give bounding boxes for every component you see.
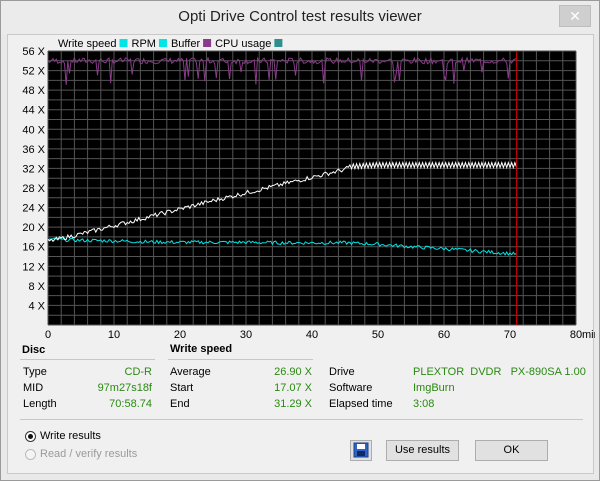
legend-swatch <box>274 39 283 47</box>
x-tick-label: 0 <box>45 329 51 340</box>
write-results-radio[interactable] <box>25 431 36 442</box>
x-tick-label: 40 <box>306 329 318 340</box>
save-button[interactable] <box>350 440 372 461</box>
elapsed-time-value: 3:08 <box>413 398 435 410</box>
start-label: Start <box>170 382 194 394</box>
x-tick-label: 50 <box>372 329 384 340</box>
x-tick-label: 30 <box>240 329 252 340</box>
y-tick-label: 8 X <box>28 281 45 293</box>
legend-label: CPU usage <box>215 38 271 50</box>
x-tick-label: 80 <box>570 329 582 340</box>
x-tick-label: 20 <box>174 329 186 340</box>
disc-length-label: Length <box>23 398 57 410</box>
legend-label: Write speed <box>58 38 117 50</box>
x-tick-label: 60 <box>438 329 450 340</box>
y-tick-label: 32 X <box>22 163 45 175</box>
title-bar: Opti Drive Control test results viewer ✕ <box>1 1 599 34</box>
y-tick-label: 4 X <box>28 300 45 312</box>
y-tick-label: 48 X <box>22 85 45 97</box>
write-speed-divider <box>168 359 313 360</box>
close-button[interactable]: ✕ <box>559 5 591 27</box>
legend-swatch <box>203 39 212 47</box>
legend-swatch <box>119 39 128 47</box>
y-tick-label: 56 X <box>22 46 45 58</box>
y-tick-label: 16 X <box>22 242 45 254</box>
y-tick-label: 24 X <box>22 203 45 215</box>
floppy-disk-icon <box>353 442 369 458</box>
write-speed-header: Write speed <box>170 343 233 355</box>
client-area: 4 X 8 X 12 X 16 X 20 X 24 X 28 X 32 X 36 X 40 X 44… <box>7 34 595 474</box>
y-tick-label: 52 X <box>22 66 45 78</box>
x-tick-label: 10 <box>108 329 120 340</box>
drive-value: PLEXTOR DVDR PX-890SA 1.00 <box>413 366 586 378</box>
y-tick-label: 20 X <box>22 222 45 234</box>
ok-button[interactable]: OK <box>475 440 548 461</box>
disc-length-value: 70:58.74 <box>109 398 152 410</box>
legend-swatch <box>158 39 167 47</box>
buffer-series-line <box>47 56 517 85</box>
y-tick-label: 40 X <box>22 124 45 136</box>
y-tick-label: 44 X <box>22 105 45 117</box>
end-value: 31.29 X <box>274 398 312 410</box>
rpm-series-line <box>47 237 517 256</box>
read-verify-results-radio <box>25 449 36 460</box>
drive-label: Drive <box>329 366 355 378</box>
average-label: Average <box>170 366 211 378</box>
x-tick-label: 70 <box>504 329 516 340</box>
window-title: Opti Drive Control test results viewer <box>178 8 422 25</box>
disc-mid-label: MID <box>23 382 44 394</box>
elapsed-time-label: Elapsed time <box>329 398 393 410</box>
legend-label: RPM <box>132 38 156 50</box>
y-tick-label: 12 X <box>22 261 45 273</box>
x-unit-label: min <box>582 329 595 340</box>
y-tick-label: 28 X <box>22 183 45 195</box>
section-divider <box>20 419 583 420</box>
legend-label: Buffer <box>171 38 200 50</box>
software-label: Software <box>329 382 373 394</box>
use-results-button[interactable]: Use results <box>386 440 459 461</box>
disc-divider <box>20 359 155 360</box>
write-results-label[interactable]: Write results <box>40 430 101 442</box>
write-speed-series-line <box>47 161 518 243</box>
disc-type-label: Type <box>23 366 47 378</box>
start-value: 17.07 X <box>274 382 312 394</box>
speed-chart: 4 X 8 X 12 X 16 X 20 X 24 X 28 X 32 X 36 X 40 X 44… <box>22 38 595 340</box>
disc-header: Disc <box>22 344 46 356</box>
disc-type-value: CD-R <box>124 366 153 378</box>
end-label: End <box>170 398 190 410</box>
read-verify-results-label: Read / verify results <box>40 448 138 460</box>
disc-mid-value: 97m27s18f <box>97 382 152 394</box>
average-value: 26.90 X <box>274 366 312 378</box>
background-window-edge <box>600 0 609 481</box>
software-value: ImgBurn <box>413 382 455 394</box>
y-tick-label: 36 X <box>22 144 45 156</box>
